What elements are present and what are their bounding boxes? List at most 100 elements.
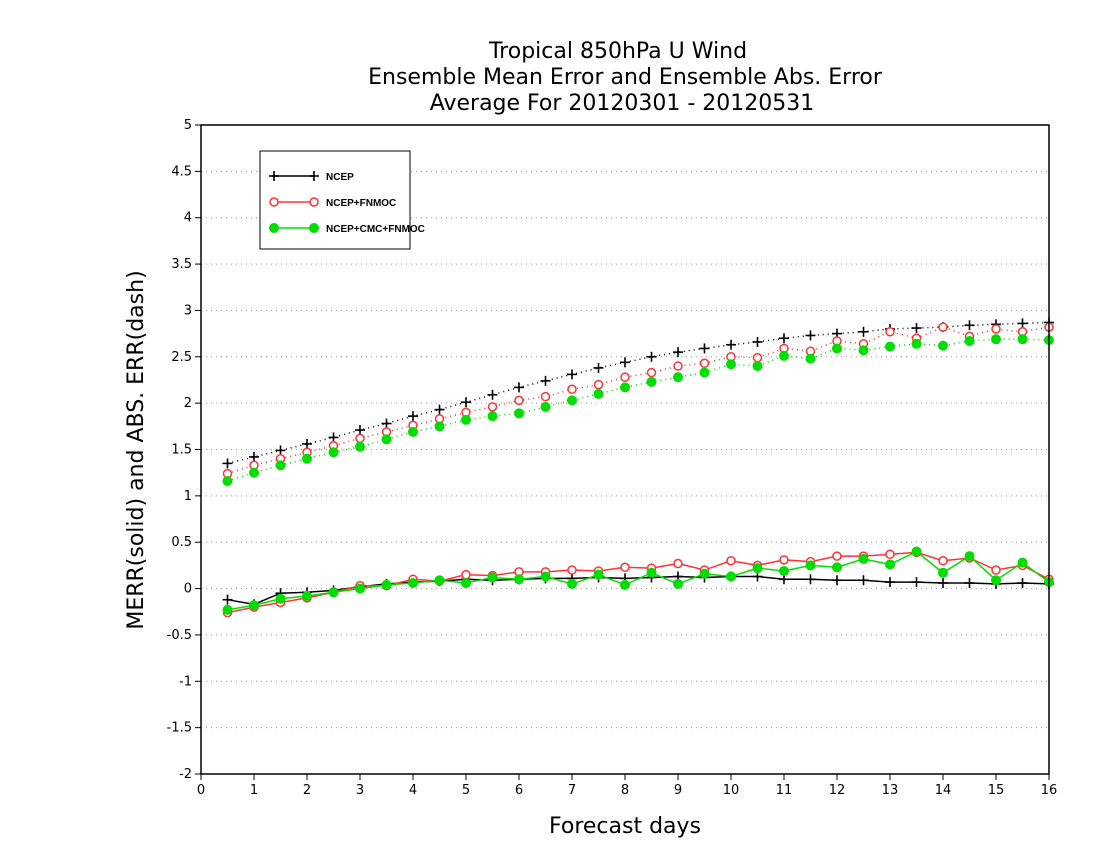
merr-point [1017,578,1028,589]
legend-box [259,150,411,250]
x-tick-label: 5 [462,783,470,798]
x-tick-label: 10 [723,783,740,798]
abs-err-point [699,367,710,378]
abs-err-point [885,327,895,337]
x-tick-label: 8 [621,783,629,798]
abs-err-point [620,357,630,368]
y-tick-label: 3.5 [171,257,192,272]
merr-point [938,556,948,566]
abs-err-line [227,338,1050,482]
abs-err-point [381,434,392,445]
merr-point [752,563,763,574]
y-tick-label: 2 [184,396,192,411]
abs-err-point [938,322,948,332]
abs-err-point [540,391,551,402]
abs-err-point [487,402,498,412]
merr-point [1017,557,1028,568]
y-axis-ticks: 5 4.5 4 3.5 3 2.5 2 1.5 1 0.5 0 -0.5 -1 -1.5 -2 [167,118,201,782]
legend-marker-left [269,171,279,181]
y-tick-label: 2.5 [171,350,192,365]
merr-point [726,556,736,566]
abs-err-point [991,324,1001,334]
x-tick-label: 0 [197,783,205,798]
y-tick-label: 4 [184,211,192,226]
abs-err-point [381,418,392,429]
y-tick-label: 1 [184,489,192,504]
merr-point [991,565,1001,575]
plot-frame [200,124,1050,775]
abs-err-point [832,343,842,354]
merr-point [779,574,789,585]
grid-lines [201,170,1049,729]
merr-point [805,560,816,571]
merr-point [964,578,975,589]
merr-point [805,574,816,585]
x-tick-label: 6 [515,783,523,798]
merr-point [911,546,922,557]
x-axis-title: Forecast days [549,814,701,839]
merr-point [752,571,763,582]
merr-line [227,550,1050,611]
abs-err-point [1017,334,1028,345]
abs-err-point [434,421,445,432]
merr-point [434,575,445,586]
merr-point [249,600,259,611]
x-tick-label: 2 [303,783,311,798]
abs-err-point [752,352,763,363]
x-axis-ticks: 0 1 2 3 4 5 6 7 8 9 10 11 12 13 14 15 16 [197,774,1057,798]
title-line-1: Tropical 850hPa U Wind [488,39,747,64]
merr-point [832,551,842,561]
merr-point [726,571,736,582]
y-axis-title: MERR(solid) and ABS. ERR(dash) [124,270,149,629]
title-line-2: Ensemble Mean Error and Ensemble Abs. Er… [368,65,883,90]
abs-err-line [227,326,1050,475]
abs-err-point [726,339,736,350]
merr-point [567,578,577,589]
merr-point [673,558,683,569]
chart-title: Tropical 850hPa U Wind Ensemble Mean Err… [368,39,883,116]
x-tick-label: 13 [882,783,899,798]
merr-point [885,549,895,560]
x-tick-label: 16 [1041,783,1058,798]
abs-err-point [911,323,922,334]
abs-err-point [461,397,471,408]
abs-err-point [302,453,312,464]
merr-point [461,569,471,580]
y-tick-label: -0.5 [167,628,192,643]
merr-point [222,594,233,605]
abs-err-point [540,375,551,386]
abs-err-point [885,341,895,352]
merr-point [699,568,710,579]
merr-point [779,565,789,576]
merr-point [328,587,339,598]
merr-point [938,578,948,589]
abs-err-point [540,401,551,412]
legend-marker-left [269,223,279,233]
merr-point [540,571,551,582]
abs-err-point [487,411,498,422]
abs-err-point [620,372,630,382]
abs-err-point [805,330,816,341]
y-tick-label: 5 [184,118,192,133]
merr-point [620,579,630,590]
abs-err-point [249,467,259,478]
abs-err-point [620,382,630,393]
abs-err-point [355,433,365,444]
merr-point [646,567,657,578]
merr-point [222,604,233,615]
legend-marker-left [269,197,279,207]
abs-err-point [779,333,789,344]
x-tick-label: 12 [829,783,846,798]
merr-point [381,579,392,590]
y-tick-label: -1 [179,674,192,689]
abs-err-point [1017,318,1028,329]
abs-err-point [752,361,763,372]
merr-point [302,590,312,601]
abs-err-point [964,320,975,331]
y-tick-label: -2 [179,767,192,782]
abs-err-point [302,438,312,449]
x-tick-label: 7 [568,783,576,798]
merr-point [911,577,922,588]
abs-err-point [461,414,471,425]
